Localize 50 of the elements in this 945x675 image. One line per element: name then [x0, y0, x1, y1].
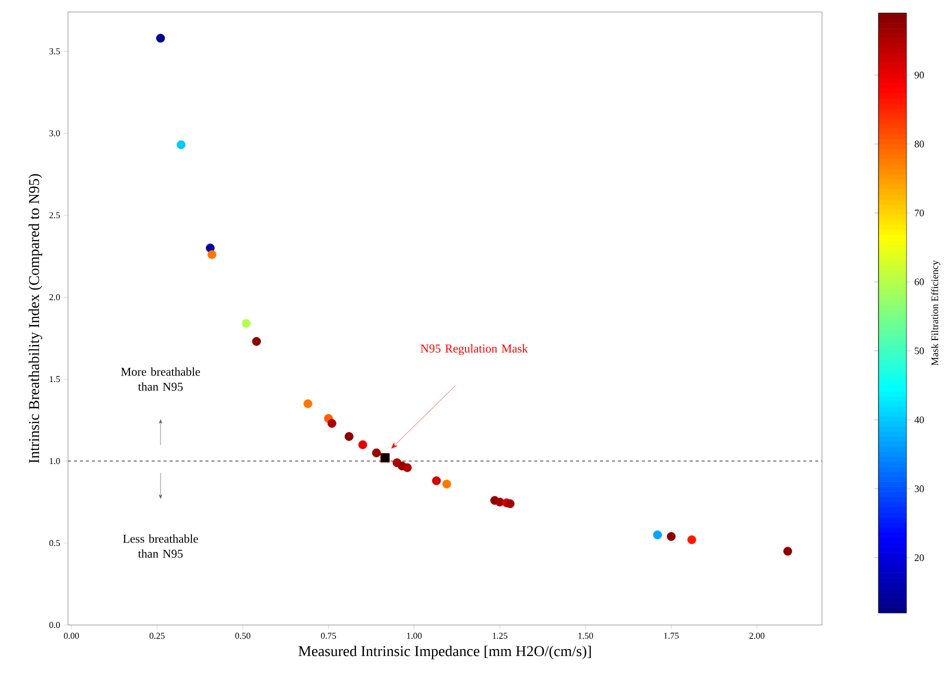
point — [687, 535, 696, 544]
color-bar-label: 30 — [914, 485, 924, 492]
point — [666, 532, 676, 541]
point — [432, 476, 441, 486]
color-bar-label: 90 — [914, 72, 924, 78]
x-tick-label: 2.00 — [749, 632, 764, 639]
color-bar-label: 20 — [914, 554, 924, 562]
x-tick-label: 0.25 — [150, 632, 165, 639]
point — [783, 546, 792, 556]
point — [344, 432, 354, 441]
y-tick-label: 1.5 — [50, 376, 60, 382]
point — [402, 463, 412, 472]
point — [252, 337, 261, 346]
color-bar-label: 80 — [914, 140, 924, 148]
annotation: N95 Regulation Mask — [420, 344, 528, 356]
y-tick-label: 1.0 — [50, 458, 60, 464]
y-tick-label: 2.5 — [49, 212, 60, 218]
color-bar-label: 70 — [914, 210, 924, 216]
point — [208, 250, 216, 259]
x-axis-title: Measured Intrinsic Impedance [mm H2O/(cm/s)] — [298, 646, 591, 660]
y-axis-title: Intrinsic Breathability Index (Compared to N95) — [28, 174, 42, 463]
annotation: More breathable than N95 — [121, 367, 200, 391]
point — [358, 440, 368, 450]
y-tick-label: 2.0 — [49, 294, 60, 300]
point — [442, 480, 452, 488]
point — [176, 140, 186, 150]
point — [372, 448, 381, 458]
point — [242, 319, 251, 328]
color-bar-label: 50 — [914, 348, 924, 354]
point — [653, 530, 662, 540]
x-tick-label: 1.50 — [578, 632, 594, 639]
x-tick-label: 1.25 — [492, 632, 508, 639]
y-tick-label: 3.0 — [49, 130, 60, 136]
x-tick-label: 1.75 — [664, 632, 679, 639]
point — [328, 418, 336, 428]
y-tick-label: 0.5 — [49, 540, 60, 546]
x-tick-label: 0.00 — [64, 632, 79, 639]
point — [304, 399, 312, 408]
annotation: Less breathable than N95 — [123, 534, 198, 558]
x-tick-label: 0.50 — [235, 632, 250, 639]
color-bar-label: 60 — [914, 278, 924, 286]
color-bar-title: Mask Filtration Efficiency — [931, 260, 940, 366]
point — [156, 34, 165, 43]
x-tick-label: 1.00 — [407, 632, 422, 639]
point — [506, 499, 515, 508]
y-tick-label: 3.5 — [49, 48, 60, 54]
x-tick-label: 0.75 — [320, 632, 336, 639]
color-bar-label: 40 — [914, 416, 924, 424]
point — [380, 453, 390, 463]
y-tick-label: 0.0 — [49, 622, 60, 628]
